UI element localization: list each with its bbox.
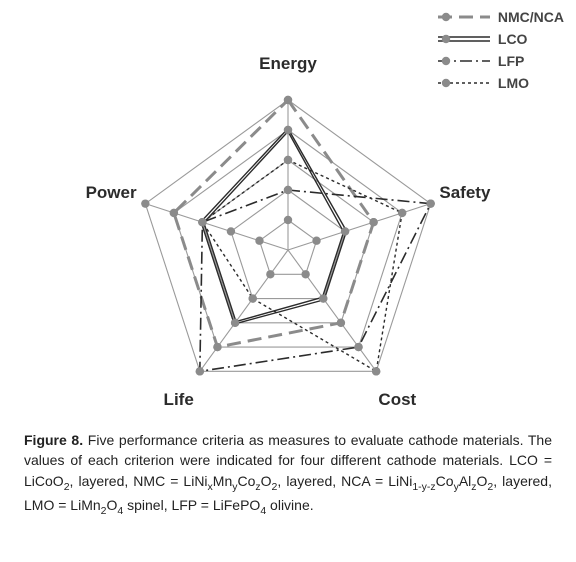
legend-swatch [436, 28, 492, 50]
page: { "chart": { "type": "radar", "axes": ["… [0, 0, 576, 562]
legend-label: LMO [498, 75, 529, 91]
axis-label: Cost [378, 390, 416, 410]
legend-label: LFP [498, 53, 524, 69]
legend-item: NMC/NCA [436, 6, 564, 28]
legend-item: LMO [436, 72, 564, 94]
axis-label: Life [164, 390, 194, 410]
figure-label: Figure 8. [24, 432, 83, 448]
legend-swatch [436, 72, 492, 94]
legend: NMC/NCA LCO LFP LMO [436, 6, 564, 94]
caption-text: Five performance criteria as measures to… [24, 432, 552, 513]
legend-swatch [436, 6, 492, 28]
figure-caption: Figure 8. Five performance criteria as m… [24, 430, 552, 519]
legend-label: LCO [498, 31, 528, 47]
axis-label: Power [86, 183, 137, 203]
axis-label: Safety [439, 183, 490, 203]
axis-label: Energy [259, 54, 317, 74]
legend-item: LFP [436, 50, 564, 72]
legend-item: LCO [436, 28, 564, 50]
legend-label: NMC/NCA [498, 9, 564, 25]
legend-swatch [436, 50, 492, 72]
